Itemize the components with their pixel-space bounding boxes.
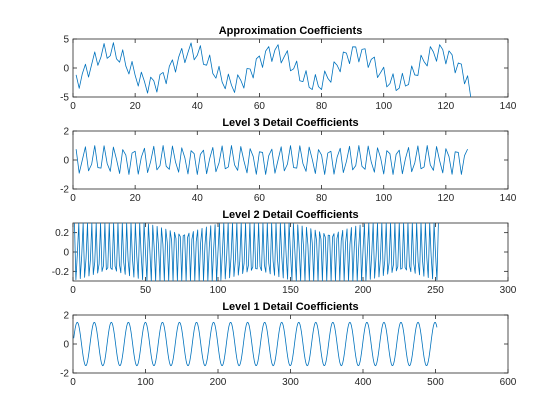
y-tick-label: -5 <box>60 93 69 104</box>
axes-box <box>72 314 509 374</box>
x-tick-label: 120 <box>438 193 455 204</box>
subplot-title: Level 2 Detail Coefficients <box>222 209 358 221</box>
series-line <box>73 321 438 367</box>
x-tick-label: 20 <box>130 101 142 112</box>
y-tick-label: -2 <box>60 185 69 196</box>
series-line <box>75 42 472 98</box>
series-line <box>75 145 468 175</box>
y-tick-label: 0 <box>63 248 69 259</box>
y-tick-label: 2 <box>63 127 69 138</box>
x-tick-label: 140 <box>500 101 517 112</box>
x-tick-label: 100 <box>137 377 154 388</box>
x-tick-label: 0 <box>70 193 76 204</box>
y-tick-label: -0.2 <box>52 267 70 278</box>
x-tick-label: 60 <box>254 101 266 112</box>
y-tick-label: 0 <box>63 156 69 167</box>
x-tick-label: 0 <box>70 377 76 388</box>
x-tick-label: 20 <box>130 193 142 204</box>
series-line <box>74 222 439 282</box>
x-tick-label: 100 <box>375 193 392 204</box>
subplot-approximation: Approximation Coefficients 0 20 40 60 80 100 1… <box>60 25 517 112</box>
subplot-title: Level 3 Detail Coefficients <box>222 117 358 129</box>
y-tick-label: -2 <box>60 369 69 380</box>
y-tick-label: 2 <box>63 311 69 322</box>
y-tick-label: 0.2 <box>55 228 69 239</box>
x-tick-label: 600 <box>500 377 517 388</box>
x-tick-label: 140 <box>500 193 517 204</box>
subplot-level3-detail: Level 3 Detail Coefficients 0 20 40 60 80 100… <box>60 117 517 204</box>
x-tick-label: 300 <box>282 377 299 388</box>
x-tick-label: 400 <box>355 377 372 388</box>
x-tick-label: 40 <box>192 193 204 204</box>
x-tick-label: 300 <box>500 285 517 296</box>
x-tick-label: 100 <box>210 285 227 296</box>
x-tick-label: 80 <box>316 101 328 112</box>
axes-box <box>72 130 509 190</box>
x-tick-label: 150 <box>282 285 299 296</box>
x-tick-label: 50 <box>140 285 152 296</box>
x-tick-label: 40 <box>192 101 204 112</box>
x-tick-label: 60 <box>254 193 266 204</box>
axes-box <box>72 38 509 98</box>
y-tick-label: 5 <box>63 35 69 46</box>
subplot-level2-detail: Level 2 Detail Coefficients 0 50 100 150 200… <box>52 209 517 296</box>
x-tick-label: 120 <box>438 101 455 112</box>
y-tick-label: 0 <box>63 64 69 75</box>
subplot-title: Level 1 Detail Coefficients <box>222 301 358 313</box>
x-tick-label: 80 <box>316 193 328 204</box>
x-tick-label: 250 <box>427 285 444 296</box>
x-tick-label: 500 <box>427 377 444 388</box>
y-tick-label: 0 <box>63 340 69 351</box>
subplot-level1-detail: Level 1 Detail Coefficients 0 100 200 300 40… <box>60 301 517 388</box>
x-tick-label: 0 <box>70 101 76 112</box>
x-tick-label: 200 <box>355 285 372 296</box>
subplot-title: Approximation Coefficients <box>219 25 363 37</box>
x-tick-label: 100 <box>375 101 392 112</box>
x-tick-label: 200 <box>210 377 227 388</box>
x-tick-label: 0 <box>70 285 76 296</box>
